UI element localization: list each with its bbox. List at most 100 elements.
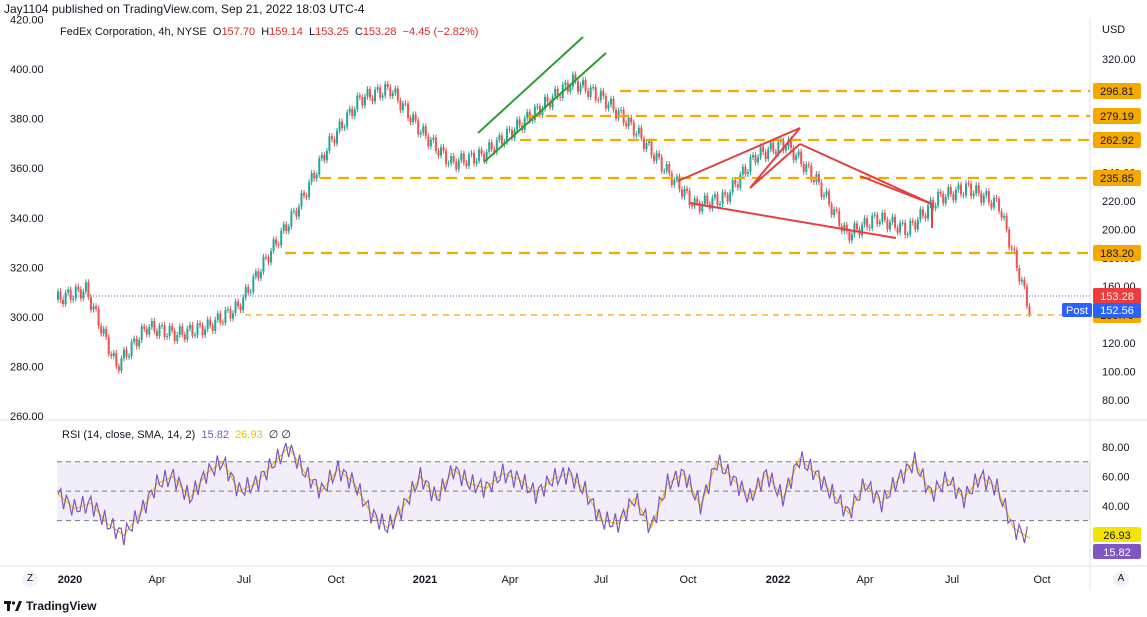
legend-symbol: FedEx Corporation, 4h, NYSE [60, 26, 207, 38]
candle-body [698, 202, 701, 212]
candle-body [729, 192, 732, 202]
candle-body [429, 139, 432, 147]
candle-body [668, 164, 671, 174]
candle-body [800, 151, 803, 165]
rsi-legend-icons[interactable]: ∅ ∅ [268, 429, 291, 441]
candle-body [432, 137, 435, 140]
candle-body [584, 79, 587, 91]
rsi-axis-tick: 60.00 [1102, 471, 1130, 483]
candle-body [95, 306, 98, 309]
candle-body [932, 199, 935, 209]
left-axis-tick: 360.00 [10, 163, 44, 175]
candle-body [1018, 268, 1021, 282]
currency-label: USD [1102, 24, 1126, 36]
candle-body [389, 87, 392, 97]
candle-body [741, 166, 744, 175]
candle-body [277, 244, 280, 246]
candle-body [379, 87, 382, 98]
left-axis-tick: 420.00 [10, 14, 44, 26]
candle-body [604, 96, 607, 109]
candle-body [942, 193, 945, 204]
candle-body [911, 220, 914, 223]
candle-body [855, 223, 858, 230]
candle-body [850, 234, 853, 241]
tradingview-logo: TradingView [4, 599, 96, 613]
left-axis-tick: 320.00 [10, 262, 44, 274]
candle-body [658, 153, 661, 157]
candle-body [363, 96, 366, 106]
candle-body [74, 286, 77, 299]
trend-line [799, 143, 933, 205]
candle-body [412, 114, 415, 123]
candle-body [726, 194, 729, 202]
candle-body [206, 319, 209, 330]
candle-body [67, 289, 70, 293]
candle-body [625, 123, 628, 127]
candle-body [673, 179, 676, 185]
candle-body [713, 194, 716, 198]
candle-body [252, 276, 255, 292]
candle-body [574, 74, 577, 82]
candle-body [275, 239, 278, 245]
candle-body [916, 219, 919, 230]
candle-body [812, 179, 815, 182]
candle-body [645, 143, 648, 150]
candle-body [315, 174, 318, 179]
candle-body [485, 151, 488, 162]
candle-body [615, 109, 618, 119]
candle-body [589, 87, 592, 97]
candle-body [569, 86, 572, 92]
price-level-tag [1093, 245, 1141, 261]
candle-body [706, 195, 709, 204]
candle-body [724, 192, 727, 195]
candle-body [716, 194, 719, 205]
auto-scale-button[interactable]: A [1113, 571, 1129, 587]
candle-body [734, 179, 737, 185]
candle-body [546, 96, 549, 102]
candle-body [125, 349, 128, 357]
candle-body [105, 328, 108, 338]
candle-body [609, 98, 612, 105]
candle-body [72, 298, 75, 300]
price-level-label: 296.81 [1100, 86, 1134, 98]
trend-line [859, 175, 933, 205]
candle-body [148, 327, 151, 335]
candle-body [343, 127, 346, 129]
candle-body [937, 191, 940, 206]
x-axis-tick: Oct [679, 574, 696, 586]
candle-body [498, 135, 501, 140]
candle-body [300, 192, 303, 207]
candle-body [338, 121, 341, 131]
candle-body [924, 215, 927, 219]
candle-body [739, 174, 742, 188]
candle-body [328, 136, 331, 151]
legend-low: 153.25 [315, 26, 349, 38]
candle-body [320, 154, 323, 159]
candle-body [282, 224, 285, 231]
candle-body [193, 335, 196, 337]
channel-line-lower [483, 52, 607, 163]
candle-body [153, 320, 156, 332]
candle-body [797, 151, 800, 156]
candle-body [975, 185, 978, 194]
candle-body [965, 183, 968, 196]
price-level-tag [1093, 83, 1141, 99]
candle-body [434, 137, 437, 151]
trend-line [677, 127, 801, 182]
legend-open: 157.70 [221, 26, 256, 38]
candle-body [455, 161, 458, 170]
candle-body [868, 227, 871, 229]
candle-body [267, 257, 270, 263]
candle-body [1015, 250, 1018, 269]
candle-body [833, 209, 836, 216]
candle-body [764, 152, 767, 160]
candle-body [617, 110, 620, 119]
candle-body [886, 219, 889, 230]
candle-body [122, 349, 125, 359]
candle-body [488, 142, 491, 152]
zoom-reset-button[interactable]: Z [22, 571, 38, 587]
x-axis-tick: Apr [856, 574, 873, 586]
x-axis-tick: 2020 [58, 574, 82, 586]
candle-body [457, 160, 460, 170]
